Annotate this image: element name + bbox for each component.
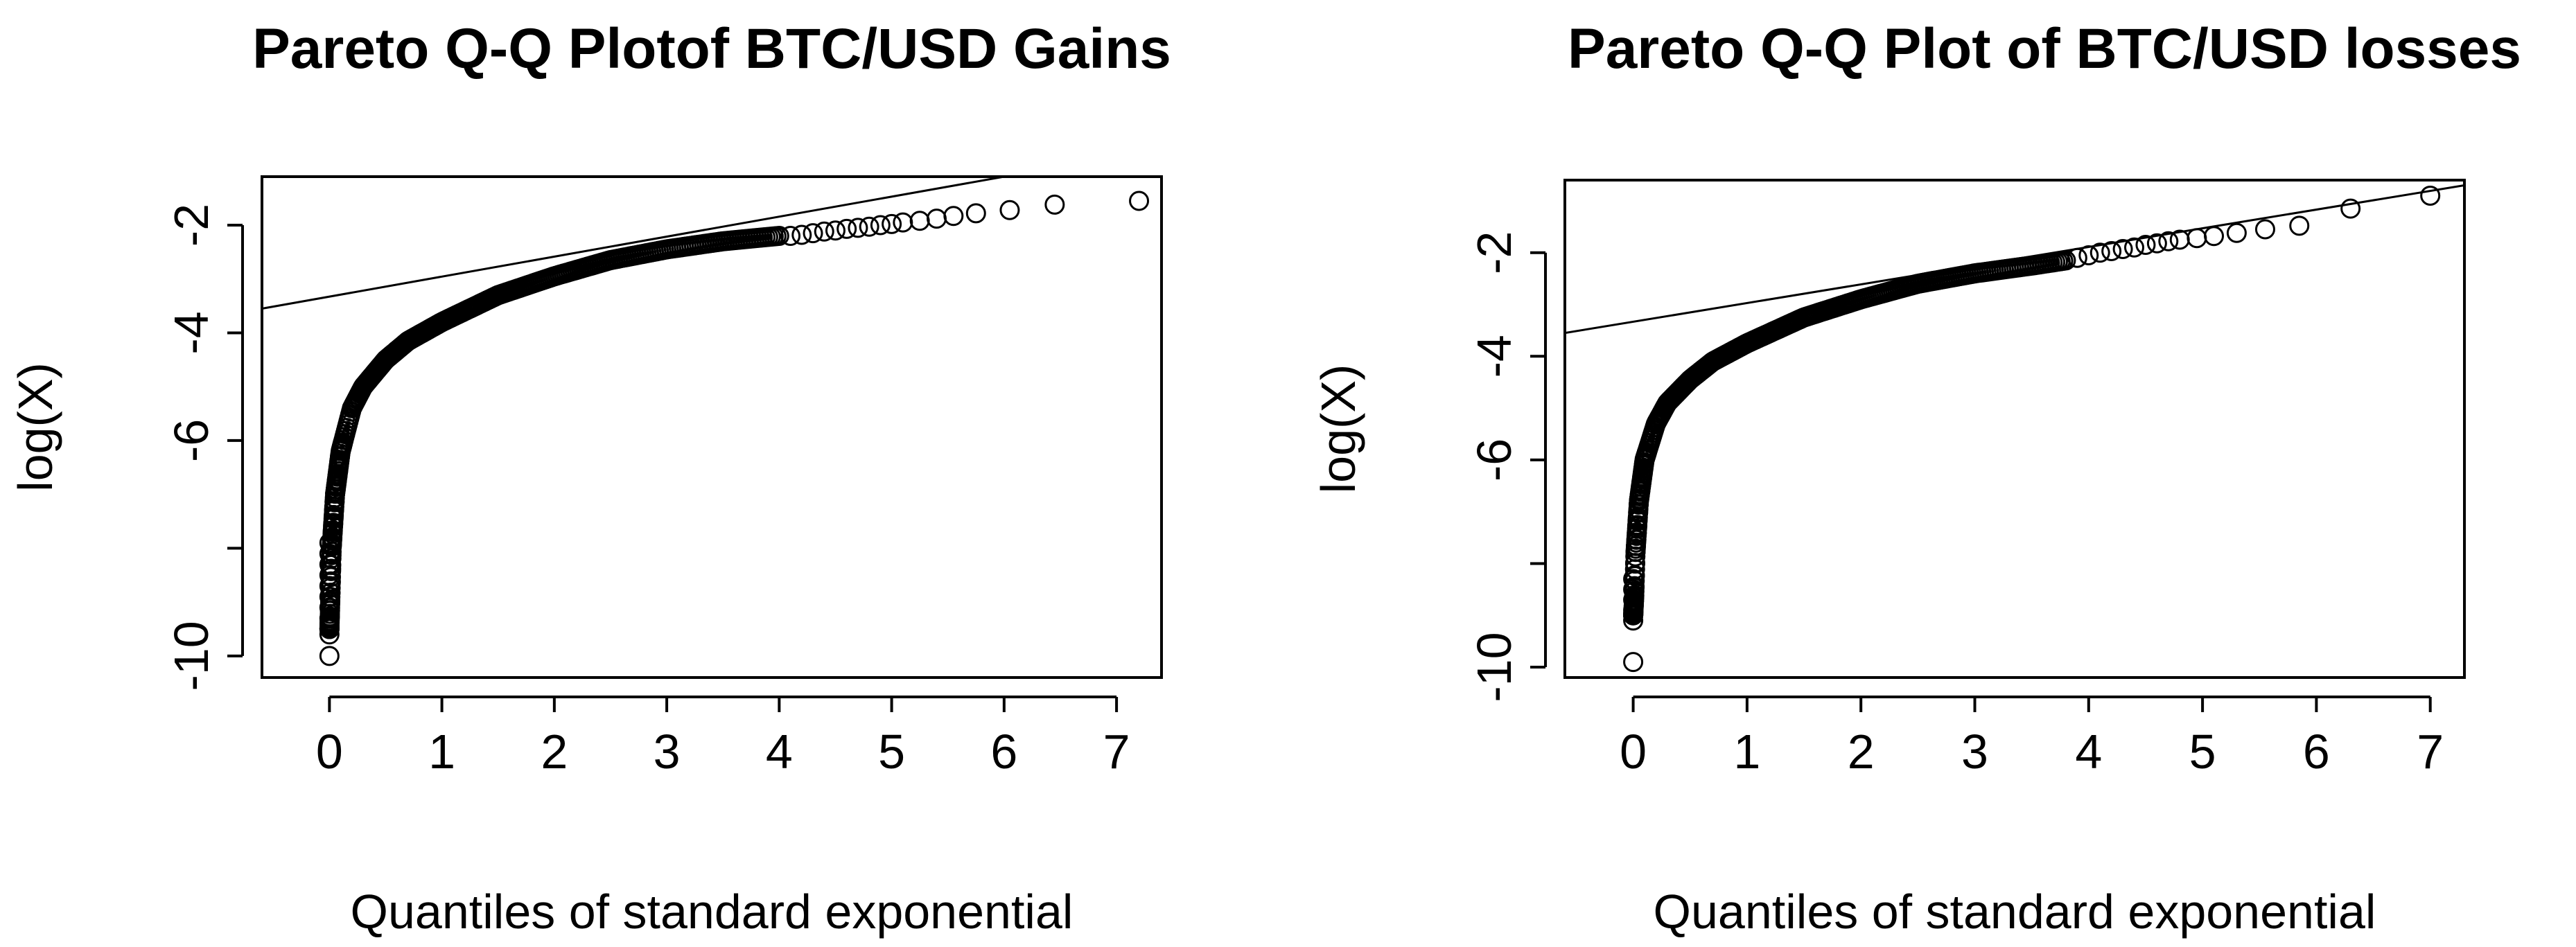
data-point xyxy=(1044,194,1065,215)
x-tick-label: 6 xyxy=(990,725,1017,779)
y-axis-label: log(X) xyxy=(1311,364,1365,494)
data-point xyxy=(333,432,353,453)
data-point xyxy=(780,226,801,247)
data-point xyxy=(2204,226,2225,247)
data-point xyxy=(882,213,902,234)
y-tick-label: -2 xyxy=(164,204,218,247)
data-point xyxy=(2078,245,2099,265)
chart-title: Pareto Q-Q Plot of BTC/USD losses xyxy=(1568,17,2521,80)
data-point xyxy=(2340,198,2361,219)
x-tick-label: 5 xyxy=(2189,725,2216,779)
chart-title: Pareto Q-Q Plotof BTC/USD Gains xyxy=(252,17,1171,80)
data-point xyxy=(870,215,891,236)
data-point xyxy=(1623,610,1644,631)
data-points xyxy=(1623,185,2441,673)
x-tick-label: 1 xyxy=(428,725,455,779)
x-tick-label: 3 xyxy=(654,725,681,779)
data-point xyxy=(769,226,789,247)
data-point xyxy=(2067,247,2087,268)
data-point xyxy=(2226,222,2247,243)
data-point xyxy=(2158,231,2179,251)
data-points xyxy=(319,191,1150,666)
x-tick-label: 0 xyxy=(316,725,343,779)
x-tick-label: 6 xyxy=(2303,725,2330,779)
data-point xyxy=(2289,215,2310,236)
data-point xyxy=(2135,234,2156,255)
data-point xyxy=(2112,238,2133,259)
data-point xyxy=(1129,191,1150,211)
data-point xyxy=(2089,242,2110,263)
x-tick-label: 4 xyxy=(766,725,793,779)
x-tick-label: 1 xyxy=(1733,725,1760,779)
chart-panel-2: Pareto Q-Q Plot of BTC/USD losses 0 1 2 3 4 5 6… xyxy=(1311,17,2521,939)
data-point xyxy=(1623,600,1644,621)
data-point xyxy=(2056,250,2076,271)
y-tick-label: -4 xyxy=(164,311,218,354)
data-point xyxy=(909,211,930,231)
y-axis-label: log(X) xyxy=(8,362,62,492)
data-point xyxy=(2420,185,2441,206)
x-axis-label: Quantiles of standard exponential xyxy=(1654,885,2376,939)
data-point xyxy=(319,624,340,645)
data-point xyxy=(791,224,812,245)
data-point xyxy=(319,533,340,554)
data-point xyxy=(1636,442,1657,463)
y-tick-label: -4 xyxy=(1467,335,1521,378)
y-tick-label: -2 xyxy=(1467,231,1521,274)
x-tick-label: 2 xyxy=(1848,725,1875,779)
x-tick-label: 5 xyxy=(878,725,905,779)
data-point xyxy=(2101,240,2122,261)
data-point xyxy=(814,221,834,242)
data-point xyxy=(848,218,868,238)
data-point xyxy=(859,216,879,237)
data-point xyxy=(319,576,340,596)
x-tick-label: 7 xyxy=(2417,725,2444,779)
chart-panel-1: Pareto Q-Q Plotof BTC/USD Gains 0 1 2 3 4 5 6 7 -… xyxy=(8,17,1171,939)
reference-line xyxy=(262,177,1005,310)
x-tick-label: 3 xyxy=(1961,725,1988,779)
data-point xyxy=(2124,237,2145,258)
data-point xyxy=(927,209,947,229)
data-point xyxy=(2187,228,2207,249)
data-point xyxy=(2169,229,2190,250)
y-tick-label: -10 xyxy=(1467,632,1521,702)
y-tick-label: -10 xyxy=(164,621,218,691)
data-point xyxy=(1623,652,1644,673)
data-point xyxy=(319,597,340,618)
data-point xyxy=(319,543,340,564)
x-tick-label: 0 xyxy=(1620,725,1647,779)
data-point xyxy=(319,565,340,585)
x-tick-label: 4 xyxy=(2075,725,2102,779)
data-point xyxy=(803,223,823,244)
data-point xyxy=(2146,233,2167,254)
data-point xyxy=(943,206,964,227)
data-point xyxy=(1623,590,1644,610)
data-point xyxy=(836,218,857,239)
data-point xyxy=(2254,219,2275,240)
data-point xyxy=(999,200,1020,220)
data-point xyxy=(319,646,340,666)
data-point xyxy=(1623,569,1644,590)
data-point xyxy=(825,220,845,241)
y-tick-label: -6 xyxy=(1467,439,1521,481)
data-point xyxy=(893,212,913,233)
plot-frame xyxy=(261,175,1163,679)
x-tick-label: 7 xyxy=(1103,725,1130,779)
data-point xyxy=(319,554,340,575)
data-point xyxy=(965,203,986,224)
data-point xyxy=(1623,579,1644,600)
data-point xyxy=(319,586,340,607)
x-tick-label: 2 xyxy=(541,725,568,779)
y-tick-label: -6 xyxy=(164,419,218,462)
plot-frame xyxy=(1563,179,2466,679)
data-point xyxy=(319,608,340,628)
x-axis-label: Quantiles of standard exponential xyxy=(351,885,1074,939)
